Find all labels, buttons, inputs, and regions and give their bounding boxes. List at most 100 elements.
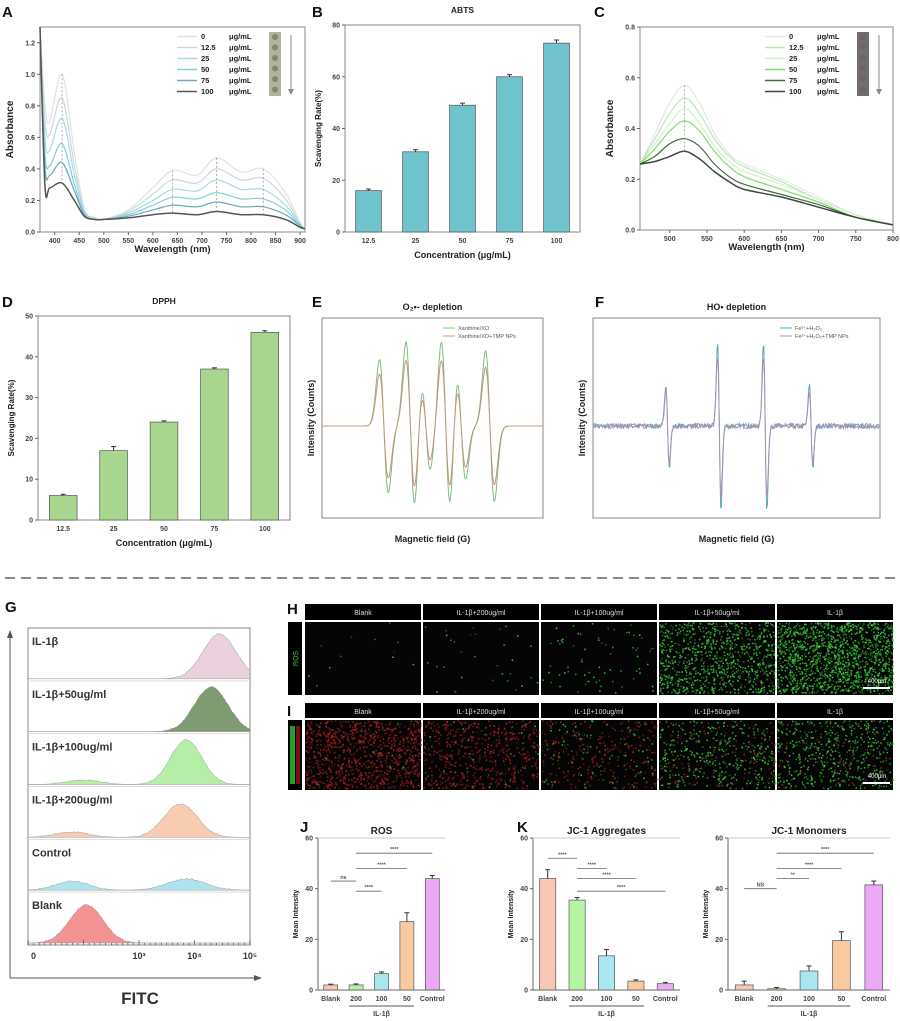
green-signal	[868, 641, 870, 644]
green-signal	[698, 645, 700, 648]
green-signal	[725, 771, 727, 773]
green-signal	[558, 729, 561, 731]
red-signal	[625, 763, 628, 765]
red-signal	[323, 759, 325, 761]
red-signal	[514, 737, 516, 740]
red-signal	[355, 728, 357, 730]
green-signal	[702, 683, 705, 685]
green-signal	[749, 646, 751, 649]
green-signal	[759, 635, 761, 638]
green-signal	[737, 651, 739, 653]
red-signal	[737, 722, 739, 725]
green-signal	[388, 622, 391, 624]
green-signal	[891, 658, 894, 661]
green-signal	[599, 735, 601, 738]
red-signal	[541, 780, 544, 783]
green-signal	[892, 630, 894, 633]
red-signal	[463, 721, 465, 723]
red-signal	[395, 734, 397, 737]
green-signal	[858, 642, 861, 645]
green-signal	[713, 680, 715, 682]
red-signal	[740, 761, 743, 764]
green-signal	[780, 652, 783, 655]
column-label: IL-1β+50ug/ml	[694, 709, 740, 716]
green-signal	[854, 656, 856, 658]
red-signal	[572, 758, 575, 761]
red-signal	[318, 729, 321, 732]
green-signal	[693, 622, 695, 624]
red-signal	[508, 760, 511, 762]
red-signal	[479, 775, 482, 778]
red-signal	[312, 779, 315, 781]
green-signal	[791, 688, 793, 691]
red-signal	[453, 744, 455, 746]
green-signal	[786, 667, 789, 669]
green-signal	[694, 659, 697, 662]
green-signal	[694, 654, 696, 656]
red-signal	[586, 745, 589, 748]
green-signal	[794, 649, 796, 652]
green-signal	[643, 738, 645, 741]
green-signal	[720, 625, 723, 628]
green-signal	[818, 678, 820, 680]
red-signal	[701, 758, 704, 761]
green-signal	[687, 622, 690, 624]
red-signal	[472, 722, 475, 725]
red-signal	[522, 747, 525, 750]
green-signal	[770, 635, 772, 638]
green-signal	[802, 633, 805, 635]
spectrum-outline	[322, 359, 543, 487]
green-signal	[575, 735, 578, 737]
red-signal	[377, 722, 380, 724]
green-signal	[740, 647, 743, 650]
red-signal	[382, 786, 385, 789]
green-signal	[665, 660, 667, 662]
green-signal	[888, 647, 891, 650]
green-signal	[823, 664, 825, 666]
vial-well	[272, 65, 278, 72]
green-signal	[662, 687, 665, 689]
green-signal	[591, 623, 594, 625]
red-signal	[387, 754, 389, 757]
green-signal	[714, 647, 716, 649]
red-signal	[464, 752, 466, 755]
green-signal	[769, 722, 772, 724]
red-signal	[377, 787, 379, 789]
green-signal	[820, 662, 823, 665]
red-signal	[446, 721, 448, 724]
red-signal	[328, 736, 330, 739]
red-signal	[334, 732, 336, 734]
red-signal	[460, 734, 462, 737]
green-signal	[737, 675, 740, 678]
green-signal	[737, 660, 740, 663]
red-signal	[407, 748, 410, 751]
green-signal	[766, 745, 769, 747]
green-signal	[731, 673, 734, 676]
green-signal	[733, 673, 735, 675]
green-signal	[759, 670, 762, 673]
red-signal	[311, 786, 314, 789]
red-signal	[489, 733, 492, 736]
green-signal	[620, 738, 622, 740]
green-signal	[849, 628, 852, 630]
red-signal	[365, 787, 367, 789]
green-signal	[784, 675, 787, 678]
red-signal	[331, 734, 334, 737]
green-signal	[460, 651, 463, 653]
green-signal	[684, 669, 687, 672]
green-signal	[686, 661, 688, 664]
green-signal	[660, 691, 663, 694]
green-signal	[685, 647, 688, 649]
green-signal	[714, 661, 717, 663]
red-signal	[549, 720, 552, 723]
red-signal	[370, 743, 373, 746]
red-signal	[416, 772, 419, 775]
red-signal	[360, 742, 363, 744]
green-signal	[784, 664, 786, 667]
green-signal	[771, 624, 773, 626]
green-signal	[850, 672, 852, 674]
red-signal	[449, 744, 452, 746]
green-signal	[511, 726, 514, 728]
red-signal	[522, 787, 524, 790]
green-signal	[806, 664, 809, 666]
